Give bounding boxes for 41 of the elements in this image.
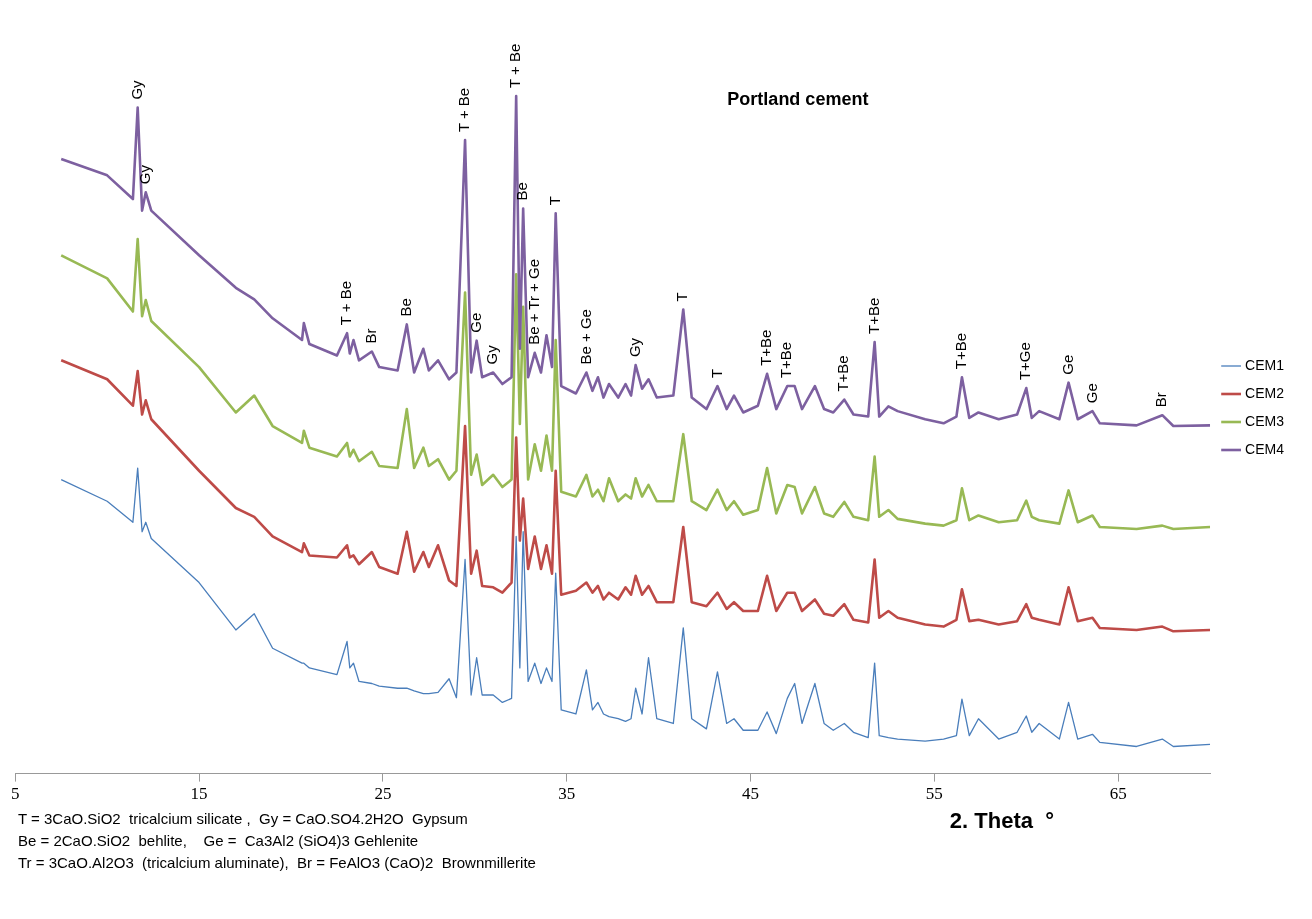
legend-label: CEM4 xyxy=(1245,440,1285,457)
annotation: T+Be xyxy=(834,355,852,392)
annotation: Be xyxy=(513,182,531,201)
x-tick-label: 5 xyxy=(11,784,20,804)
legend-label: CEM1 xyxy=(1245,356,1285,373)
annotation: Br xyxy=(1152,392,1170,408)
x-tick-label: 65 xyxy=(1109,784,1127,804)
annotation: Be + Tr + Ge xyxy=(524,258,542,345)
chart-title: Portland cement xyxy=(727,88,869,109)
annotation: Ge xyxy=(466,312,484,333)
x-tick-label: 25 xyxy=(374,784,392,804)
annotation: Ge xyxy=(1082,383,1100,404)
annotation: Be xyxy=(396,298,414,317)
annotation: Gy xyxy=(127,79,145,100)
annotation: Gy xyxy=(135,164,153,185)
annotation: T+Be xyxy=(952,332,970,370)
annotation: T+Be xyxy=(757,329,775,366)
annotation: T xyxy=(673,292,691,302)
x-tick-label: 55 xyxy=(925,784,943,804)
legend-label: CEM3 xyxy=(1245,412,1285,429)
annotation: T+Be xyxy=(777,341,795,379)
annotation: T + Be xyxy=(506,43,524,89)
annotation: T xyxy=(707,368,725,379)
annotation: T+Be xyxy=(864,297,882,335)
x-axis-title: 2. Theta ° xyxy=(949,808,1054,835)
text: T = 3CaO.SiO2 tricalcium silicate , Gy = CaO.SO4.2H2O Gypsum xyxy=(18,809,469,829)
text: Tr = 3CaO.Al2O3 (tricalcium aluminate), Br = FeAlO3 (CaO)2 Brownmillerite xyxy=(18,853,536,873)
annotation: Gy xyxy=(483,344,501,365)
annotation: Be + Ge xyxy=(576,309,594,365)
x-tick-label: 15 xyxy=(190,784,208,804)
annotation: Ge xyxy=(1058,354,1076,375)
annotation: Gy xyxy=(625,337,643,358)
annotation: T + Be xyxy=(337,280,355,326)
x-tick-label: 45 xyxy=(742,784,760,804)
annotation: T xyxy=(545,196,563,206)
annotation: T + Be xyxy=(455,87,473,133)
annotation: Br xyxy=(362,328,380,344)
text: Be = 2CaO.SiO2 behlite, Ge = Ca3Al2 (SiO4)3 Gehlenite xyxy=(18,831,420,851)
x-tick-label: 35 xyxy=(558,784,576,804)
legend-label: CEM2 xyxy=(1245,384,1285,401)
annotation: T+Ge xyxy=(1016,342,1034,381)
